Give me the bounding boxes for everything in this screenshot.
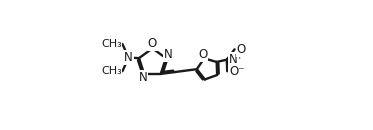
Text: O⁻: O⁻ xyxy=(229,65,245,78)
Text: N: N xyxy=(138,71,147,84)
Text: N: N xyxy=(124,51,133,64)
Text: N: N xyxy=(164,48,173,61)
Text: O: O xyxy=(198,48,207,61)
Text: O: O xyxy=(236,43,245,56)
Text: CH₃: CH₃ xyxy=(101,39,122,49)
Text: O: O xyxy=(148,37,157,50)
Text: N⁺: N⁺ xyxy=(229,53,244,66)
Text: CH₃: CH₃ xyxy=(101,66,122,76)
